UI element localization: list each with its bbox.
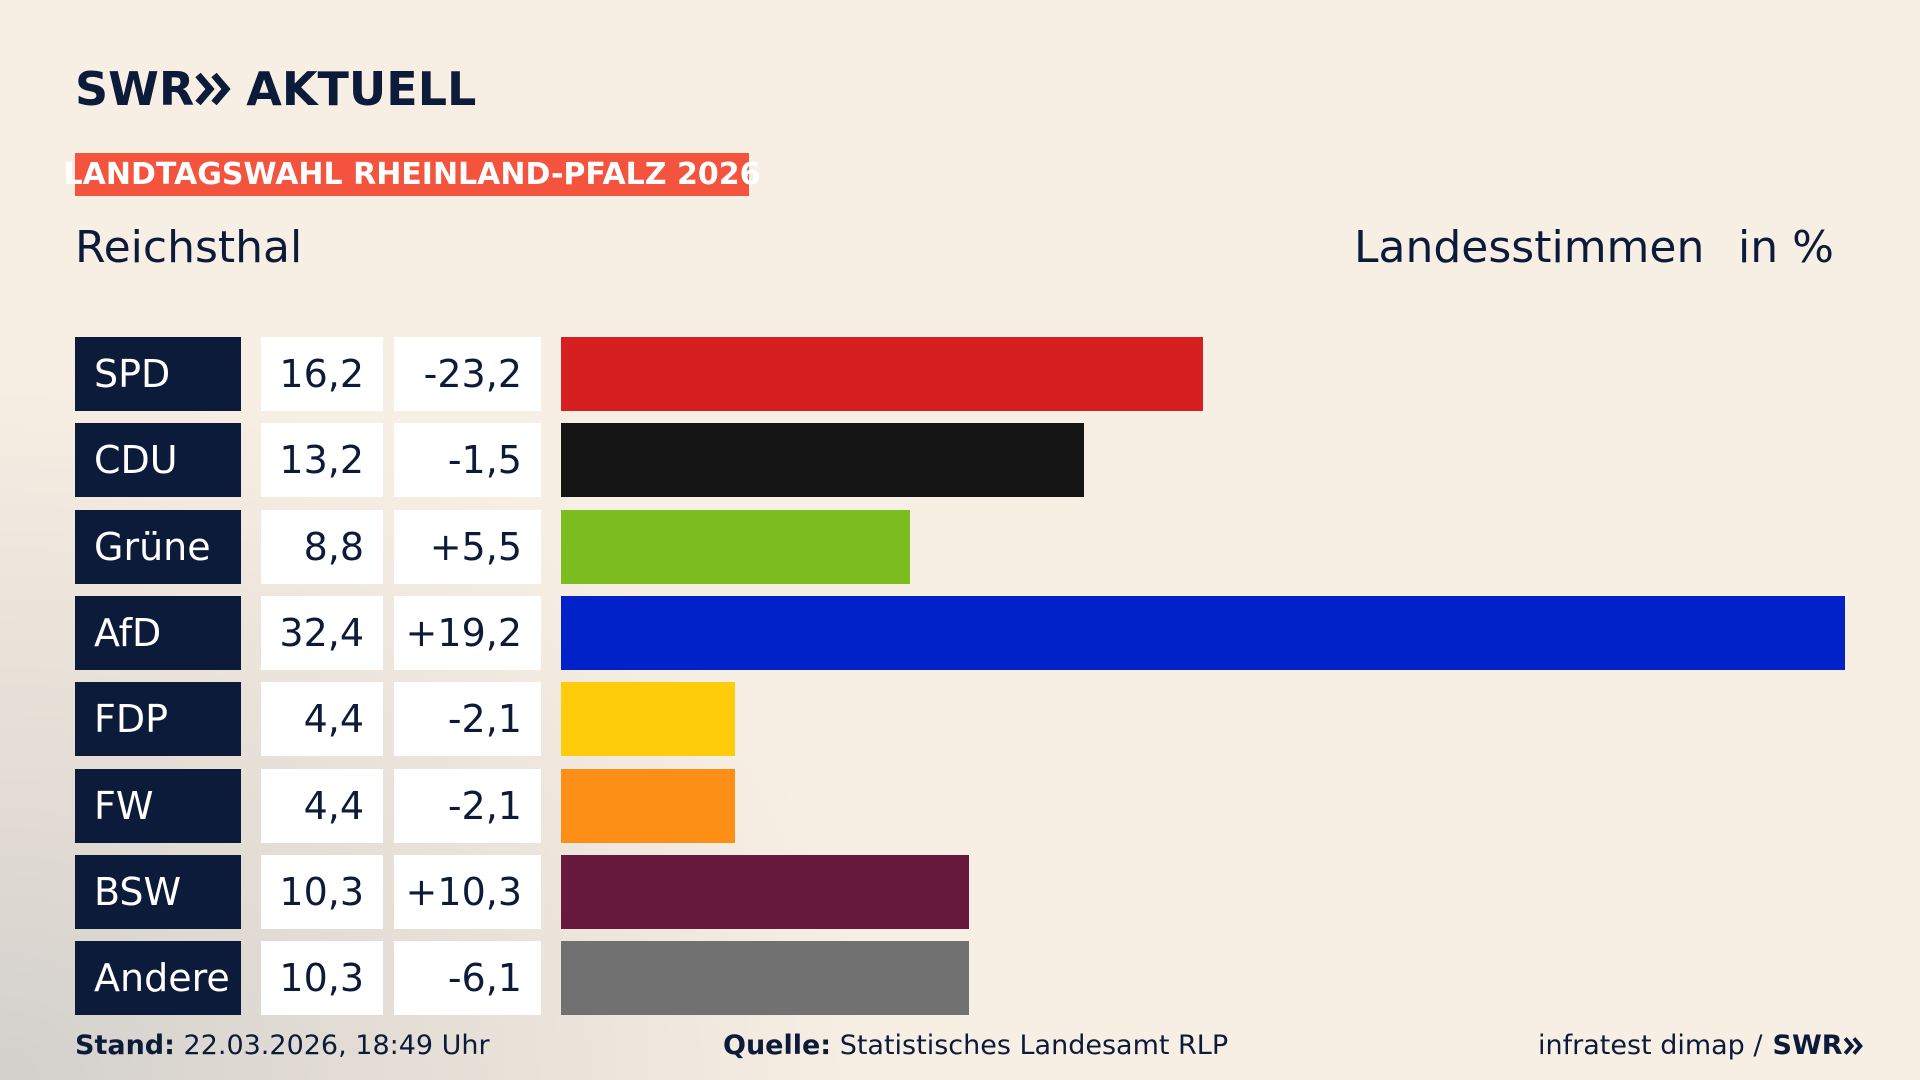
value-label: 13,2 xyxy=(261,423,383,498)
party-label: Grüne xyxy=(75,509,241,584)
bar xyxy=(561,768,736,843)
source: Quelle: Statistisches Landesamt RLP xyxy=(723,1030,1228,1061)
bar xyxy=(561,423,1085,498)
credit-text: infratest dimap / xyxy=(1538,1030,1763,1061)
change-label: -6,1 xyxy=(394,941,541,1016)
stand-date: 22.03.2026, 18:49 Uhr xyxy=(183,1030,490,1061)
change-label: -2,1 xyxy=(394,768,541,843)
badge: LANDTAGSWAHL RHEINLAND-PFALZ 2026 xyxy=(64,153,760,196)
value-label: 32,4 xyxy=(261,595,383,670)
value-label: 10,3 xyxy=(261,854,383,929)
bar xyxy=(561,595,1845,670)
change-label: -1,5 xyxy=(394,423,541,498)
source-label: Quelle: xyxy=(723,1030,832,1061)
party-label: BSW xyxy=(75,854,241,929)
bar xyxy=(561,509,910,584)
change-label: -2,1 xyxy=(394,682,541,757)
party-label: CDU xyxy=(75,423,241,498)
credit: infratest dimap / SWR xyxy=(1538,1030,1867,1061)
stand: Stand: 22.03.2026, 18:49 Uhr xyxy=(75,1030,490,1061)
change-label: +10,3 xyxy=(394,854,541,929)
value-label: 16,2 xyxy=(261,337,383,411)
change-label: -23,2 xyxy=(394,337,541,411)
change-label: +5,5 xyxy=(394,509,541,584)
credit-brand: SWR xyxy=(1772,1030,1843,1061)
party-label: SPD xyxy=(75,337,241,411)
value-label: 4,4 xyxy=(261,768,383,843)
source-text: Statistisches Landesamt RLP xyxy=(839,1030,1229,1061)
value-label: 4,4 xyxy=(261,682,383,757)
bar xyxy=(561,854,970,929)
bar xyxy=(561,337,1203,411)
chart-title: Reichsthal xyxy=(75,222,303,273)
bar xyxy=(561,941,970,1016)
brand-suffix: AKTUELL xyxy=(246,62,477,116)
change-label: +19,2 xyxy=(394,595,541,670)
stand-label: Stand: xyxy=(75,1030,175,1061)
brand: SWR xyxy=(75,62,195,116)
bar xyxy=(561,682,736,757)
logo: SWR AKTUELL xyxy=(75,62,476,116)
value-label: 8,8 xyxy=(261,509,383,584)
value-label: 10,3 xyxy=(261,941,383,1016)
unit: in % xyxy=(1738,222,1834,273)
party-label: FDP xyxy=(75,682,241,757)
party-label: FW xyxy=(75,768,241,843)
subtitle: Landesstimmen xyxy=(1354,222,1705,273)
party-label: Andere xyxy=(75,941,241,1016)
party-label: AfD xyxy=(75,595,241,670)
credit-chevrons xyxy=(1843,1036,1863,1055)
chevrons xyxy=(195,72,231,106)
